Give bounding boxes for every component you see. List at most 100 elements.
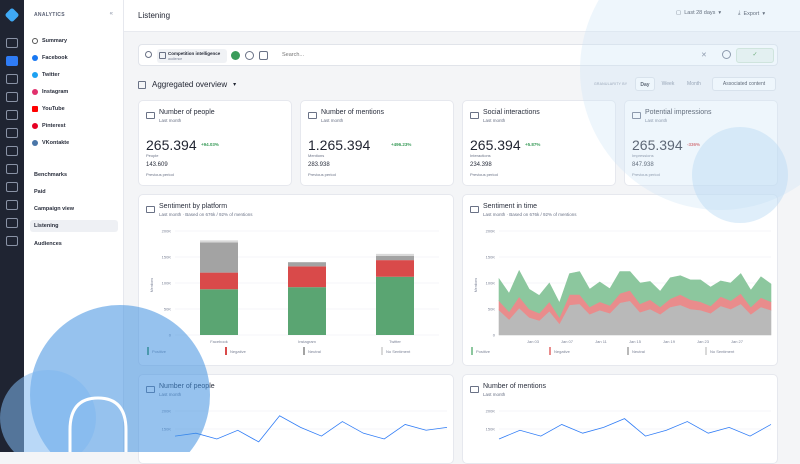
legend-swatch (225, 347, 227, 355)
dashboard-icon[interactable] (6, 38, 18, 48)
y-tick-label: 0 (169, 333, 172, 338)
chevron-down-icon: ▾ (762, 10, 766, 17)
kpi-previous-label: Previous period (470, 172, 498, 177)
export-label: Export (743, 10, 760, 17)
sidebar-section-benchmarks[interactable]: Benchmarks (34, 172, 68, 178)
sidebar-item-summary[interactable]: Summary (32, 35, 67, 47)
kpi-card-interactions: Social interactions Last month 265.394 +… (462, 100, 616, 186)
bar-segment (376, 260, 414, 277)
reports-icon[interactable] (6, 74, 18, 84)
period-label: Last month (483, 212, 506, 217)
kpi-previous-label: Previous period (146, 172, 174, 177)
like-icon[interactable] (6, 218, 18, 228)
granularity-day[interactable]: Day (635, 77, 655, 91)
people-chart-card: Number of people Last month 200K 150K (138, 374, 454, 464)
kpi-subtitle: Last month (645, 118, 668, 123)
chart-subtitle: Last month · Based on 676k / 92% of ment… (483, 212, 577, 217)
collapse-sidebar-icon[interactable]: « (109, 11, 113, 17)
shield-icon[interactable] (6, 164, 18, 174)
sidebar-item-vkontakte[interactable]: VKontakte (32, 137, 69, 149)
y-tick-label: 150K (162, 427, 172, 432)
bar-chart-icon[interactable] (6, 182, 18, 192)
sidebar-section-audiences[interactable]: Audiences (34, 241, 62, 247)
x-tick-label: Jan 27 (731, 339, 744, 344)
settings-icon[interactable] (6, 128, 18, 138)
aggregated-overview-selector[interactable]: Aggregated overview ▾ (138, 80, 236, 89)
x-tick-label: Twitter (389, 339, 401, 344)
folder-icon (146, 206, 155, 213)
folder-icon (470, 386, 479, 393)
sidebar-section-campaign-view[interactable]: Campaign view (34, 206, 75, 212)
legend-swatch (147, 347, 149, 355)
analytics-sidebar: ANALYTICS « Summary Facebook Twitter Ins… (24, 0, 124, 452)
chart-title: Number of mentions (483, 383, 547, 390)
bar-segment (200, 289, 238, 335)
legend-label: Negative (554, 349, 571, 354)
y-tick-label: 200K (162, 409, 172, 414)
export-button[interactable]: ⤓ Export ▾ (738, 10, 765, 17)
kpi-change: -336% (687, 142, 701, 147)
sidebar-item-pinterest[interactable]: Pinterest (32, 120, 66, 132)
facebook-icon (32, 55, 38, 61)
sidebar-item-label: Instagram (42, 89, 69, 95)
sidebar-section-paid[interactable]: Paid (34, 189, 46, 195)
calendar-icon[interactable] (6, 92, 18, 102)
inbox-icon[interactable] (6, 110, 18, 120)
bar-segment (376, 276, 414, 335)
kpi-previous-value: 143.609 (146, 162, 168, 168)
youtube-icon (32, 106, 38, 112)
camera-icon[interactable] (245, 51, 254, 60)
granularity-week[interactable]: Week (661, 81, 675, 87)
sentiment-by-platform-card: Sentiment by platform Last month · Based… (138, 194, 454, 366)
chart-subtitle: Last month (159, 392, 182, 397)
folder-icon (632, 112, 641, 119)
granularity-month[interactable]: Month (687, 81, 701, 87)
y-tick-label: 100K (486, 281, 496, 286)
x-tick-label: Jan 19 (663, 339, 676, 344)
instagram-icon (32, 89, 38, 95)
query-chip[interactable]: Competition intelligence audience (157, 49, 227, 63)
kpi-previous-label: Previous period (632, 172, 660, 177)
folder-icon (146, 386, 155, 393)
sidebar-item-facebook[interactable]: Facebook (32, 52, 68, 64)
associated-content-button[interactable]: Associated content (712, 77, 776, 91)
bar-segment (288, 262, 326, 267)
kpi-title: Number of mentions (321, 109, 385, 116)
chart-note: Based on 676k / 92% of mentions (509, 212, 577, 217)
x-tick-label: Facebook (210, 339, 228, 344)
media-filter-icon[interactable] (259, 51, 268, 60)
y-tick-label: 200K (486, 409, 496, 414)
kpi-previous-value: 234.398 (470, 162, 492, 168)
kpi-value: 265.394 (632, 137, 683, 153)
query-chip-title: Competition intelligence (168, 51, 221, 56)
sidebar-section-listening[interactable]: Listening (30, 220, 118, 232)
page-title: Listening (138, 11, 171, 20)
date-range-button[interactable]: ▢ Last 28 days ▾ (676, 10, 721, 16)
y-tick-label: 150K (486, 255, 496, 260)
flag-icon[interactable] (6, 200, 18, 210)
source-filter-icon[interactable] (231, 51, 240, 60)
sidebar-item-instagram[interactable]: Instagram (32, 86, 68, 98)
legend-swatch (303, 347, 305, 355)
settings-icon[interactable] (722, 50, 731, 59)
kpi-previous-value: 283.938 (308, 162, 330, 168)
legend-swatch (381, 347, 383, 355)
line-series (498, 418, 772, 440)
analytics-icon[interactable] (6, 56, 18, 66)
apply-search-button[interactable]: ✓ (736, 48, 774, 63)
cart-icon[interactable] (6, 236, 18, 246)
clear-icon[interactable]: ✕ (701, 52, 707, 59)
chart-title: Sentiment by platform (159, 203, 228, 210)
app-rail (0, 0, 24, 452)
kpi-change: +5.87% (525, 142, 541, 147)
bar-segment (288, 266, 326, 288)
brand-logo[interactable] (4, 7, 20, 23)
twitter-icon (32, 72, 38, 78)
users-icon[interactable] (6, 146, 18, 156)
chevron-down-icon: ▾ (718, 10, 722, 16)
legend-label: Neutral (632, 349, 645, 354)
sidebar-item-twitter[interactable]: Twitter (32, 69, 60, 81)
search-input[interactable] (282, 52, 682, 58)
date-range-label: Last 28 days (684, 10, 716, 16)
sidebar-item-youtube[interactable]: YouTube (32, 103, 65, 115)
